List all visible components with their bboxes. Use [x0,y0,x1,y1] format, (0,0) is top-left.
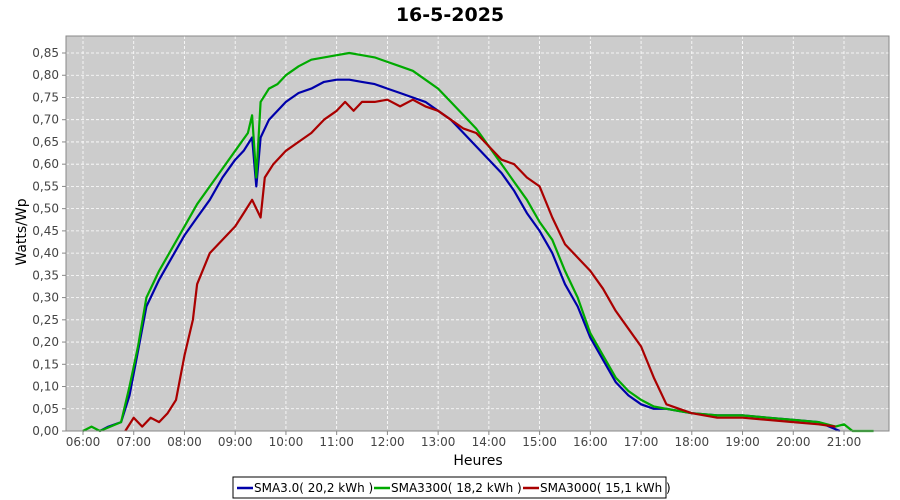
y-tick-label: 0,60 [32,157,59,171]
y-tick-label: 0,05 [32,402,59,416]
x-tick-label: 12:00 [370,435,405,449]
y-tick-label: 0,85 [32,46,59,60]
x-tick-label: 16:00 [573,435,608,449]
y-tick-label: 0,80 [32,68,59,82]
y-axis-label: Watts/Wp [14,198,30,265]
y-tick-label: 0,45 [32,224,59,238]
y-tick-label: 0,10 [32,380,59,394]
x-tick-label: 11:00 [319,435,354,449]
y-tick-label: 0,35 [32,268,59,282]
series-line-2 [82,51,874,433]
x-tick-label: 15:00 [522,435,557,449]
plot-area [66,36,889,431]
y-tick-label: 0,75 [32,90,59,104]
y-tick-label: 0,25 [32,313,59,327]
legend-label-2: SMA3300( 18,2 kWh ) [391,481,522,495]
plot-border [65,35,890,432]
y-tick-label: 0,00 [32,424,59,438]
chart-title: 16-5-2025 [396,4,504,26]
legend-label-3: SMA3000( 15,1 kWh ) [540,481,671,495]
x-tick-label: 13:00 [421,435,456,449]
legend-box [232,476,667,499]
x-tick-label: 20:00 [776,435,811,449]
x-tick-label: 19:00 [725,435,760,449]
y-tick-label: 0,70 [32,113,59,127]
x-axis-ticks: 06:00 07:00 08:00 09:00 10:00 11:00 12:00 13:00… [66,431,862,449]
y-axis-ticks: 0,00 0,05 0,10 0,15 0,20 0,25 0,30 0,35 0,40 0,45… [32,46,66,438]
y-tick-label: 0,65 [32,135,59,149]
y-tick-label: 0,40 [32,246,59,260]
y-tick-label: 0,30 [32,291,59,305]
x-tick-label: 06:00 [66,435,101,449]
series-line-1 [99,78,841,433]
legend-label-1: SMA3.0( 20,2 kWh ) [254,481,373,495]
x-tick-label: 21:00 [827,435,862,449]
series-layer [82,51,874,433]
legend: SMA3.0( 20,2 kWh ) SMA3300( 18,2 kWh ) SMA… [232,476,671,499]
x-tick-label: 18:00 [675,435,710,449]
x-axis-label: Heures [453,453,502,469]
x-tick-label: 09:00 [218,435,253,449]
y-tick-label: 0,20 [32,335,59,349]
x-tick-label: 17:00 [624,435,659,449]
series-line-3 [124,98,836,432]
x-tick-label: 07:00 [116,435,151,449]
x-tick-label: 14:00 [472,435,507,449]
y-tick-label: 0,55 [32,179,59,193]
x-tick-label: 08:00 [167,435,202,449]
y-tick-label: 0,50 [32,202,59,216]
y-tick-label: 0,15 [32,357,59,371]
x-tick-label: 10:00 [269,435,304,449]
